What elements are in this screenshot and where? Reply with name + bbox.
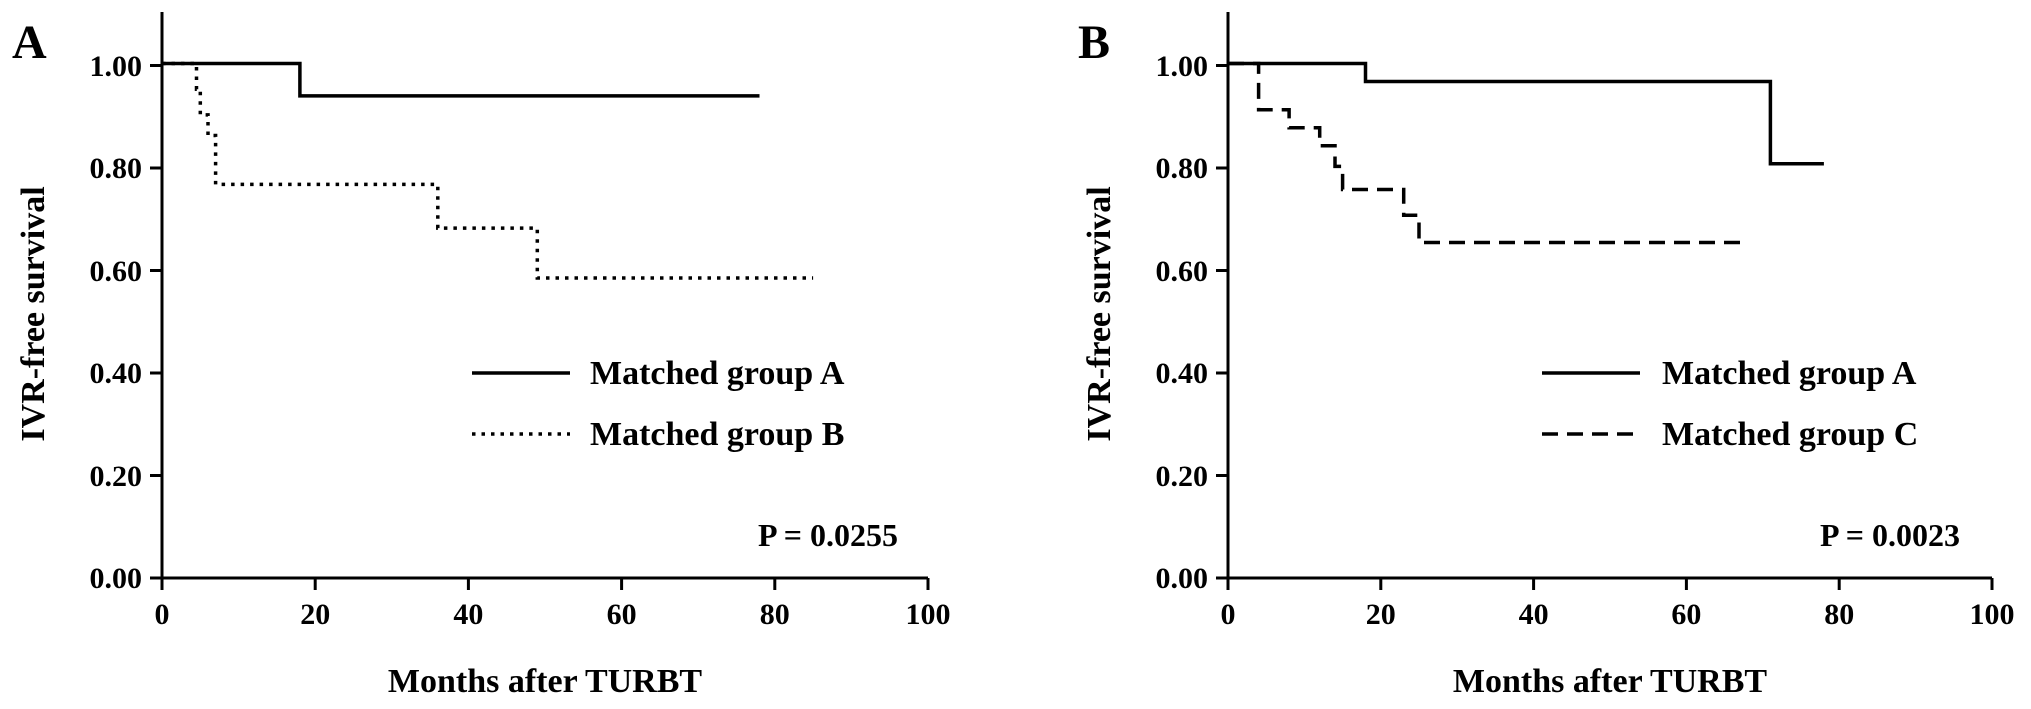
x-axis: 0 20 40 60 80 100 xyxy=(1221,576,2015,631)
legend-label-group-c: Matched group C xyxy=(1662,416,1918,453)
y-tick-label: 0.60 xyxy=(90,255,143,288)
y-tick-label: 0.40 xyxy=(1156,357,1209,390)
panel-a: A 0.00 0.20 0.40 0.60 0.80 1.00 0 xyxy=(12,12,951,700)
x-axis-title: Months after TURBT xyxy=(1453,663,1768,700)
y-tick-label: 0.40 xyxy=(90,357,143,390)
x-tick-label: 40 xyxy=(1519,598,1549,631)
survival-curve-group-b xyxy=(162,61,814,280)
y-axis-title: IVR-free survival xyxy=(1081,186,1118,441)
y-tick-label: 1.00 xyxy=(1156,50,1209,83)
x-tick-label: 80 xyxy=(760,598,790,631)
survival-curve-group-a xyxy=(1228,61,1824,166)
x-tick-label: 100 xyxy=(906,598,951,631)
p-value-annotation: P = 0.0255 xyxy=(758,517,898,553)
y-tick-label: 0.80 xyxy=(90,152,143,185)
x-axis-title: Months after TURBT xyxy=(388,663,703,700)
x-tick-label: 80 xyxy=(1824,598,1854,631)
x-tick-label: 20 xyxy=(1366,598,1396,631)
x-tick-label: 0 xyxy=(1221,598,1236,631)
y-tick-label: 0.80 xyxy=(1156,152,1209,185)
x-tick-label: 40 xyxy=(453,598,483,631)
x-tick-label: 0 xyxy=(155,598,170,631)
y-axis-title: IVR-free survival xyxy=(15,186,52,441)
legend: Matched group A Matched group B xyxy=(472,355,845,453)
y-tick-label: 0.20 xyxy=(90,460,143,493)
legend-label-group-b: Matched group B xyxy=(590,416,844,453)
y-axis: 0.00 0.20 0.40 0.60 0.80 1.00 xyxy=(1156,12,1230,595)
p-value-annotation: P = 0.0023 xyxy=(1820,517,1960,553)
y-tick-label: 0.20 xyxy=(1156,460,1209,493)
panel-label: A xyxy=(12,16,47,69)
y-tick-label: 0.00 xyxy=(90,562,143,595)
y-tick-label: 0.60 xyxy=(1156,255,1209,288)
y-axis: 0.00 0.20 0.40 0.60 0.80 1.00 xyxy=(90,12,164,595)
x-tick-label: 60 xyxy=(607,598,637,631)
x-tick-label: 60 xyxy=(1671,598,1701,631)
survival-curve-group-a xyxy=(162,61,760,98)
y-tick-group: 0.00 0.20 0.40 0.60 0.80 1.00 xyxy=(90,50,162,595)
y-tick-label: 1.00 xyxy=(90,50,143,83)
x-tick-label: 100 xyxy=(1970,598,2015,631)
panel-b: B 0.00 0.20 0.40 0.60 0.80 1.00 0 20 40 xyxy=(1078,12,2015,700)
y-tick-label: 0.00 xyxy=(1156,562,1209,595)
survival-curve-group-c xyxy=(1228,61,1748,245)
legend-label-group-a: Matched group A xyxy=(1662,355,1917,392)
legend: Matched group A Matched group C xyxy=(1542,355,1918,453)
panel-label: B xyxy=(1078,16,1110,69)
x-tick-label: 20 xyxy=(300,598,330,631)
legend-label-group-a: Matched group A xyxy=(590,355,845,392)
x-axis: 0 20 40 60 80 100 xyxy=(155,576,951,631)
